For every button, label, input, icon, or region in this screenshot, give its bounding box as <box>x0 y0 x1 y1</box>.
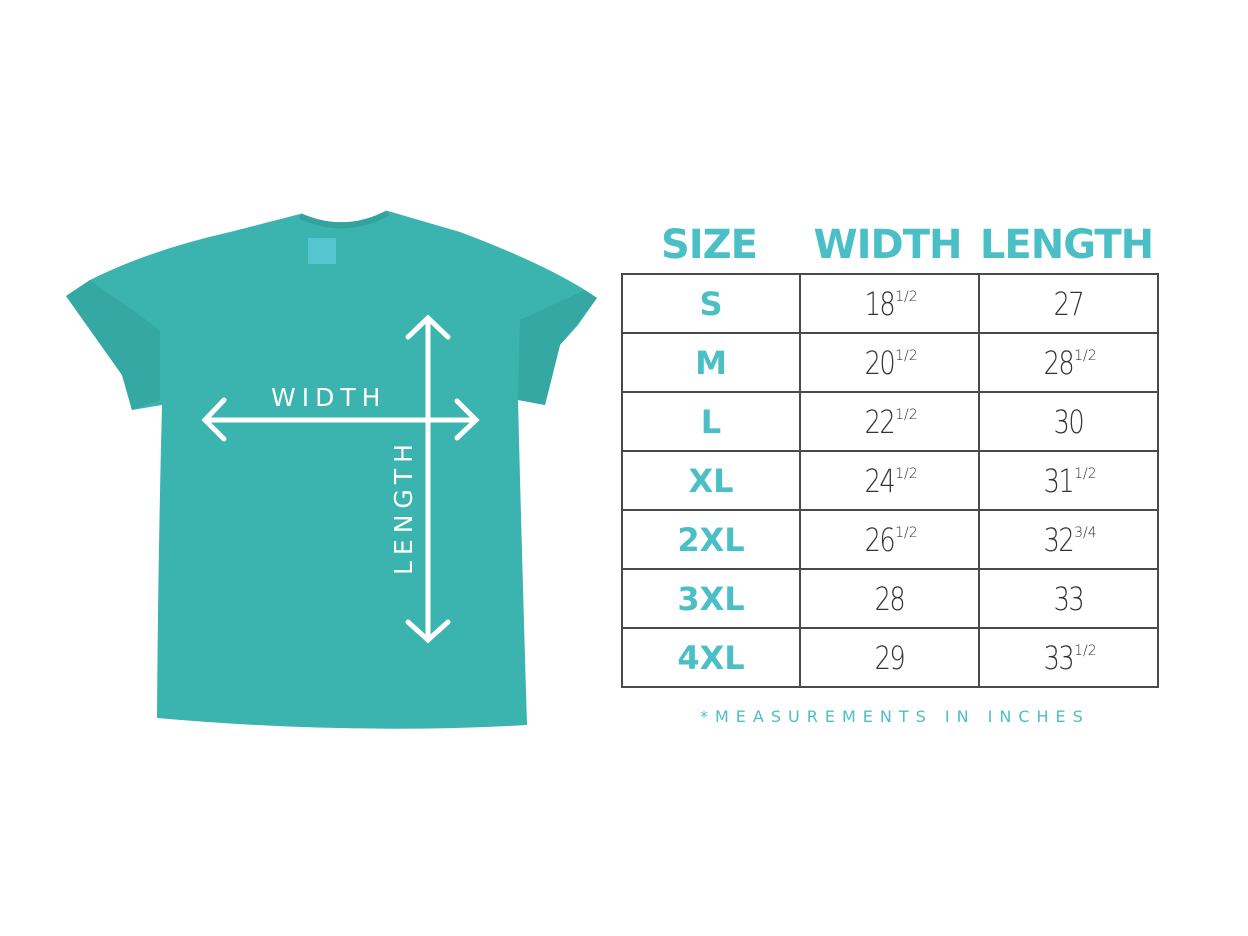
width-arrow-right-head <box>454 398 480 441</box>
neck-label <box>308 238 336 264</box>
sleeve-cuff-left <box>66 280 160 410</box>
table-row: L 221/2 30 <box>621 391 1159 452</box>
length-cell: 311/2 <box>978 450 1159 511</box>
length-cell: 33 <box>978 568 1159 629</box>
length-cell: 323/4 <box>978 509 1159 570</box>
table-row: 2XL 261/2 323/4 <box>621 509 1159 570</box>
length-fraction: 1/2 <box>1074 642 1097 659</box>
width-label: WIDTH <box>271 383 386 412</box>
table-row: 3XL 28 33 <box>621 568 1159 629</box>
width-value: 18 <box>865 284 896 323</box>
length-cell: 27 <box>978 273 1159 334</box>
table-row: XL 241/2 311/2 <box>621 450 1159 511</box>
width-cell: 241/2 <box>799 450 980 511</box>
size-cell: 2XL <box>621 509 801 570</box>
length-value: 30 <box>1053 402 1085 441</box>
length-label: LENGTH <box>389 438 418 575</box>
width-fraction: 1/2 <box>895 465 918 482</box>
tshirt-illustration: WIDTH LENGTH <box>66 210 597 729</box>
width-arrow-left-head <box>201 397 227 442</box>
footnote: *MEASUREMENTS IN INCHES <box>700 707 1090 726</box>
table-row: S 181/2 27 <box>621 273 1159 334</box>
width-fraction: 1/2 <box>895 347 918 364</box>
size-cell: XL <box>621 450 801 511</box>
size-cell: S <box>621 273 801 334</box>
size-cell: M <box>621 332 801 393</box>
length-value: 32 <box>1044 520 1075 559</box>
width-cell: 201/2 <box>799 332 980 393</box>
length-fraction: 1/2 <box>1074 347 1097 364</box>
collar <box>298 210 390 229</box>
width-value: 22 <box>865 402 896 441</box>
width-value: 20 <box>865 343 896 382</box>
width-cell: 181/2 <box>799 273 980 334</box>
header-length: LENGTH <box>979 222 1154 268</box>
length-fraction: 1/2 <box>1074 465 1097 482</box>
table-row: 4XL 29 331/2 <box>621 627 1159 688</box>
length-cell: 30 <box>978 391 1159 452</box>
length-cell: 331/2 <box>978 627 1159 688</box>
sleeve-cuff-right <box>518 290 597 405</box>
width-value: 24 <box>865 461 896 500</box>
width-value: 28 <box>874 579 906 618</box>
width-cell: 261/2 <box>799 509 980 570</box>
size-cell: L <box>621 391 801 452</box>
width-value: 29 <box>874 638 906 677</box>
width-cell: 28 <box>799 568 980 629</box>
length-fraction: 3/4 <box>1074 524 1097 541</box>
length-arrow-bottom-head <box>405 619 451 644</box>
width-fraction: 1/2 <box>895 288 918 305</box>
width-value: 26 <box>865 520 896 559</box>
length-value: 28 <box>1044 343 1075 382</box>
width-cell: 221/2 <box>799 391 980 452</box>
length-arrow-top-head <box>405 314 451 340</box>
size-cell: 4XL <box>621 627 801 688</box>
header-size: SIZE <box>660 222 758 268</box>
length-value: 31 <box>1044 461 1075 500</box>
tshirt-body <box>66 211 597 729</box>
length-value: 33 <box>1053 579 1085 618</box>
size-cell: 3XL <box>621 568 801 629</box>
length-value: 33 <box>1044 638 1075 677</box>
width-cell: 29 <box>799 627 980 688</box>
header-width: WIDTH <box>813 222 963 268</box>
width-fraction: 1/2 <box>895 524 918 541</box>
size-chart-table: S 181/2 27 M 201/2 281/2 L 221/2 30 XL 241/2 311/2 2… <box>621 273 1159 688</box>
length-value: 27 <box>1053 284 1085 323</box>
table-row: M 201/2 281/2 <box>621 332 1159 393</box>
width-fraction: 1/2 <box>895 406 918 423</box>
length-cell: 281/2 <box>978 332 1159 393</box>
